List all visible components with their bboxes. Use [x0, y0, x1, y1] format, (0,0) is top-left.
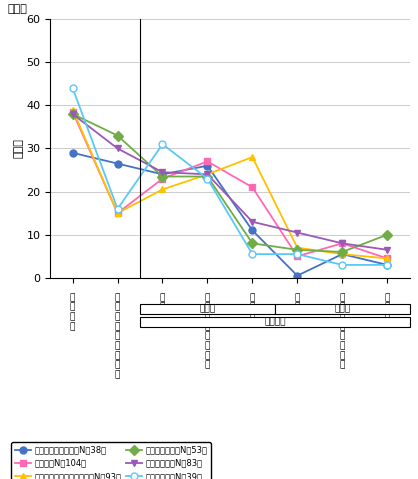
情報通信業（N＝83）: [340, 240, 345, 246]
商業・流通業（N＝53）: [295, 247, 300, 253]
情報通信業（N＝83）: [250, 219, 255, 225]
商業・流通業（N＝53）: [340, 249, 345, 255]
Text: 輸
出
（
直
接
／
間
接
）: 輸 出 （ 直 接 ／ 間 接 ）: [115, 293, 120, 379]
サービス業（N＝39）: [295, 251, 300, 257]
Text: （％）: （％）: [7, 4, 27, 14]
Text: 独
資: 独 資: [295, 293, 300, 312]
Text: 現
地
企
業
と
の
合
弁: 現 地 企 業 と の 合 弁: [205, 293, 210, 370]
製造業（N＝104）: [385, 256, 390, 262]
製造業（N＝104）: [205, 159, 210, 164]
Text: そ
の
他: そ の 他: [250, 293, 255, 321]
商業・流通業（N＝53）: [205, 174, 210, 180]
農林水産業・鉱業（N＝38）: [385, 262, 390, 268]
情報通信業（N＝83）: [115, 146, 120, 151]
Text: 同業種: 同業種: [199, 305, 216, 314]
Text: 直接投資: 直接投資: [264, 318, 285, 327]
エネルギー・インフラ業（N＝93）: [250, 154, 255, 160]
Line: サービス業（N＝39）: サービス業（N＝39）: [69, 85, 391, 268]
農林水産業・鉱業（N＝38）: [295, 273, 300, 279]
Bar: [140, 304, 275, 315]
エネルギー・インフラ業（N＝93）: [295, 245, 300, 251]
農林水産業・鉱業（N＝38）: [160, 171, 165, 177]
サービス業（N＝39）: [385, 262, 390, 268]
Bar: [275, 304, 410, 315]
商業・流通業（N＝53）: [115, 133, 120, 138]
農林水産業・鉱業（N＝38）: [115, 161, 120, 167]
サービス業（N＝39）: [205, 176, 210, 182]
商業・流通業（N＝53）: [70, 111, 75, 117]
農林水産業・鉱業（N＝38）: [70, 150, 75, 156]
情報通信業（N＝83）: [160, 170, 165, 175]
サービス業（N＝39）: [70, 85, 75, 91]
Line: 商業・流通業（N＝53）: 商業・流通業（N＝53）: [69, 111, 391, 255]
農林水産業・鉱業（N＝38）: [205, 163, 210, 169]
製造業（N＝104）: [115, 210, 120, 216]
エネルギー・インフラ業（N＝93）: [70, 107, 75, 113]
Line: 情報通信業（N＝83）: 情報通信業（N＝83）: [69, 111, 391, 253]
Text: 異業種: 異業種: [334, 305, 350, 314]
商業・流通業（N＝53）: [385, 232, 390, 238]
Line: 農林水産業・鉱業（N＝38）: 農林水産業・鉱業（N＝38）: [69, 149, 391, 279]
Text: 独
資: 独 資: [160, 293, 165, 312]
Line: エネルギー・インフラ業（N＝93）: エネルギー・インフラ業（N＝93）: [69, 106, 391, 262]
情報通信業（N＝83）: [385, 247, 390, 253]
商業・流通業（N＝53）: [250, 240, 255, 246]
サービス業（N＝39）: [115, 206, 120, 212]
Text: 現
地
企
業
と
の
合
弁: 現 地 企 業 と の 合 弁: [339, 293, 345, 370]
エネルギー・インフラ業（N＝93）: [340, 251, 345, 257]
製造業（N＝104）: [340, 240, 345, 246]
Legend: 農林水産業・鉱業（N＝38）, 製造業（N＝104）, エネルギー・インフラ業（N＝93）, 商業・流通業（N＝53）, 情報通信業（N＝83）, サービス業（: 農林水産業・鉱業（N＝38）, 製造業（N＝104）, エネルギー・インフラ業（…: [11, 442, 211, 479]
情報通信業（N＝83）: [205, 171, 210, 177]
サービス業（N＝39）: [250, 251, 255, 257]
製造業（N＝104）: [295, 253, 300, 259]
農林水産業・鉱業（N＝38）: [250, 228, 255, 233]
製造業（N＝104）: [70, 109, 75, 115]
製造業（N＝104）: [160, 176, 165, 182]
Y-axis label: 回答率: 回答率: [13, 138, 23, 159]
エネルギー・インフラ業（N＝93）: [205, 171, 210, 177]
情報通信業（N＝83）: [70, 111, 75, 117]
情報通信業（N＝83）: [295, 230, 300, 236]
サービス業（N＝39）: [160, 141, 165, 147]
商業・流通業（N＝53）: [160, 174, 165, 180]
Bar: [140, 317, 410, 328]
製造業（N＝104）: [250, 184, 255, 190]
農林水産業・鉱業（N＝38）: [340, 251, 345, 257]
Text: 業
務
提
携: 業 務 提 携: [70, 293, 75, 331]
Line: 製造業（N＝104）: 製造業（N＝104）: [69, 108, 391, 262]
エネルギー・インフラ業（N＝93）: [385, 256, 390, 262]
エネルギー・インフラ業（N＝93）: [115, 210, 120, 216]
エネルギー・インフラ業（N＝93）: [160, 187, 165, 193]
Text: そ
の
他: そ の 他: [385, 293, 390, 321]
サービス業（N＝39）: [340, 262, 345, 268]
